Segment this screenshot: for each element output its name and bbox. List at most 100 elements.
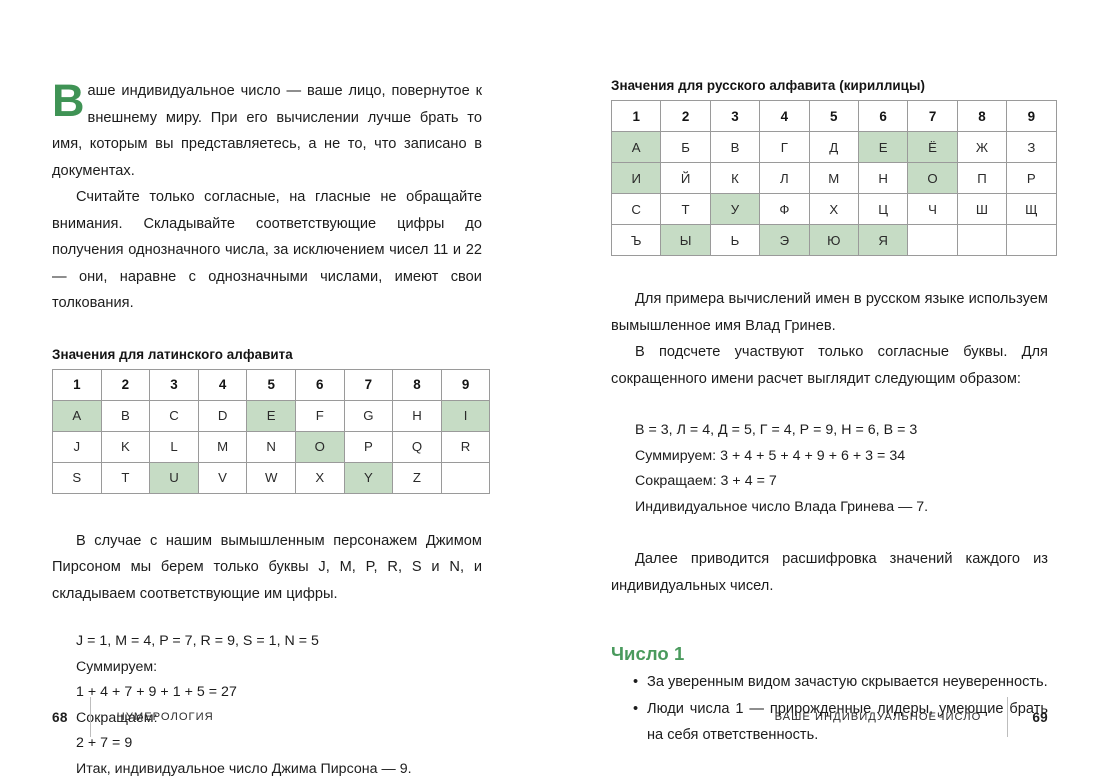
intro-paragraph-text: аше индивидуальное число — ваше лицо, по… (52, 83, 482, 179)
latin-letter-cell: H (392, 399, 442, 432)
latin-letter-cell: M (197, 430, 248, 463)
latin-letter-cell: E (246, 399, 296, 432)
cyrillic-letter-cell: Т (660, 193, 711, 225)
latin-letter-cell: W (246, 461, 296, 494)
cyrillic-letter-cell: Ш (956, 193, 1008, 225)
latin-letter-cell: P (343, 430, 394, 463)
footer-divider-left (89, 697, 91, 737)
spacer (611, 256, 1048, 286)
cyrillic-letter-cell: Х (808, 193, 859, 225)
cyrillic-header-cell: 1 (610, 100, 662, 132)
latin-letter-cell: X (294, 461, 345, 494)
cyrillic-letter-cell: Б (660, 131, 711, 163)
latin-header-cell: 9 (440, 368, 491, 401)
latin-letter-cell: J (52, 430, 102, 463)
latin-header-cell: 2 (100, 368, 151, 401)
rules-paragraph: Считайте только согласные, на гласные не… (52, 189, 482, 311)
cyrillic-letter-cell: Ч (907, 193, 958, 225)
cyrillic-header-cell: 7 (907, 100, 958, 132)
drop-cap-letter: В (52, 75, 85, 126)
consonants-paragraph: В подсчете участвуют только согласные бу… (611, 344, 1048, 387)
cyrillic-letter-cell: Я (857, 224, 909, 256)
cyrillic-letter-cell: Ы (660, 224, 711, 256)
cyrillic-letter-cell: Й (660, 162, 711, 194)
cyrillic-letter-cell: Л (759, 162, 810, 194)
cyrillic-letter-cell: Д (808, 131, 859, 163)
cyrillic-letter-cell: И (610, 162, 662, 194)
footer-left: 68 НУМЕРОЛОГИЯ (0, 684, 550, 762)
cyrillic-letter-cell: Н (857, 162, 909, 194)
cyrillic-letter-cell: Э (759, 224, 810, 256)
cyrillic-letter-cell: О (907, 162, 958, 194)
latin-header-cell: 6 (294, 368, 345, 401)
latin-letter-cell: I (440, 399, 491, 432)
cyrillic-letter-cell: Р (1006, 162, 1057, 194)
spacer (52, 494, 482, 528)
cyrillic-letter-cell: У (709, 193, 761, 225)
latin-letter-cell: S (52, 461, 102, 494)
spacer (611, 520, 1048, 546)
footer-right-inner: ВАШЕ ИНДИВИДУАЛЬНОЕЧИСЛО 69 (775, 697, 1048, 737)
latin-header-cell: 3 (149, 368, 199, 401)
latin-letter-cell: L (149, 430, 199, 463)
latin-empty-cell (440, 461, 491, 494)
decoding-paragraph: Далее приводится расшифровка значений ка… (611, 551, 1048, 594)
latin-letter-cell: G (343, 399, 394, 432)
latin-letter-cell: Q (392, 430, 442, 463)
cyrillic-header-cell: 5 (808, 100, 859, 132)
cyrillic-header-cell: 8 (956, 100, 1008, 132)
bullet-item: За уверенным видом зачастую скрывается н… (633, 669, 1048, 696)
cyrillic-letter-cell: К (709, 162, 761, 194)
running-head-left: НУМЕРОЛОГИЯ (116, 711, 214, 723)
cyrillic-letter-cell: С (610, 193, 662, 225)
cyrillic-letter-cell: Ж (956, 131, 1008, 163)
latin-letter-cell: K (100, 430, 151, 463)
cyrillic-header-cell: 4 (759, 100, 810, 132)
latin-letter-cell: T (100, 461, 151, 494)
cyrillic-letter-cell: Е (857, 131, 909, 163)
page-number-left: 68 (52, 709, 68, 725)
cyrillic-calculation-block: В = 3, Л = 4, Д = 5, Г = 4, Р = 9, Н = 6… (635, 422, 929, 515)
cyrillic-empty-cell (1006, 224, 1057, 256)
latin-letter-cell: F (294, 399, 345, 432)
spacer (611, 599, 1048, 643)
cyrillic-empty-cell (956, 224, 1008, 256)
cyrillic-header-cell: 6 (857, 100, 909, 132)
footer-right: ВАШЕ ИНДИВИДУАЛЬНОЕЧИСЛО 69 (550, 684, 1100, 762)
cyrillic-letter-cell: Ё (907, 131, 958, 163)
page-number-right: 69 (1032, 709, 1048, 725)
latin-header-cell: 4 (197, 368, 248, 401)
cyrillic-empty-cell (907, 224, 958, 256)
latin-letter-cell: V (197, 461, 248, 494)
russian-example-paragraph: Для примера вычислений имен в русском яз… (611, 291, 1048, 334)
cyrillic-letter-cell: М (808, 162, 859, 194)
cyrillic-table-caption: Значения для русского алфавита (кириллиц… (611, 78, 925, 93)
latin-letter-cell: C (149, 399, 199, 432)
latin-letter-cell: D (197, 399, 248, 432)
latin-letter-cell: O (294, 430, 345, 463)
latin-header-cell: 5 (246, 368, 296, 401)
cyrillic-letter-cell: А (610, 131, 662, 163)
cyrillic-letter-cell: П (956, 162, 1008, 194)
latin-letter-cell: Y (343, 461, 394, 494)
latin-header-cell: 1 (52, 368, 102, 401)
cyrillic-letter-cell: Ц (857, 193, 909, 225)
latin-table-caption: Значения для латинского алфавита (52, 346, 293, 362)
cyrillic-letter-cell: В (709, 131, 761, 163)
number-1-bullet-list: За уверенным видом зачастую скрывается н… (611, 669, 1048, 749)
spacer (611, 392, 1048, 418)
latin-example-paragraph: В случае с нашим вымышленным персонажем … (52, 532, 482, 602)
